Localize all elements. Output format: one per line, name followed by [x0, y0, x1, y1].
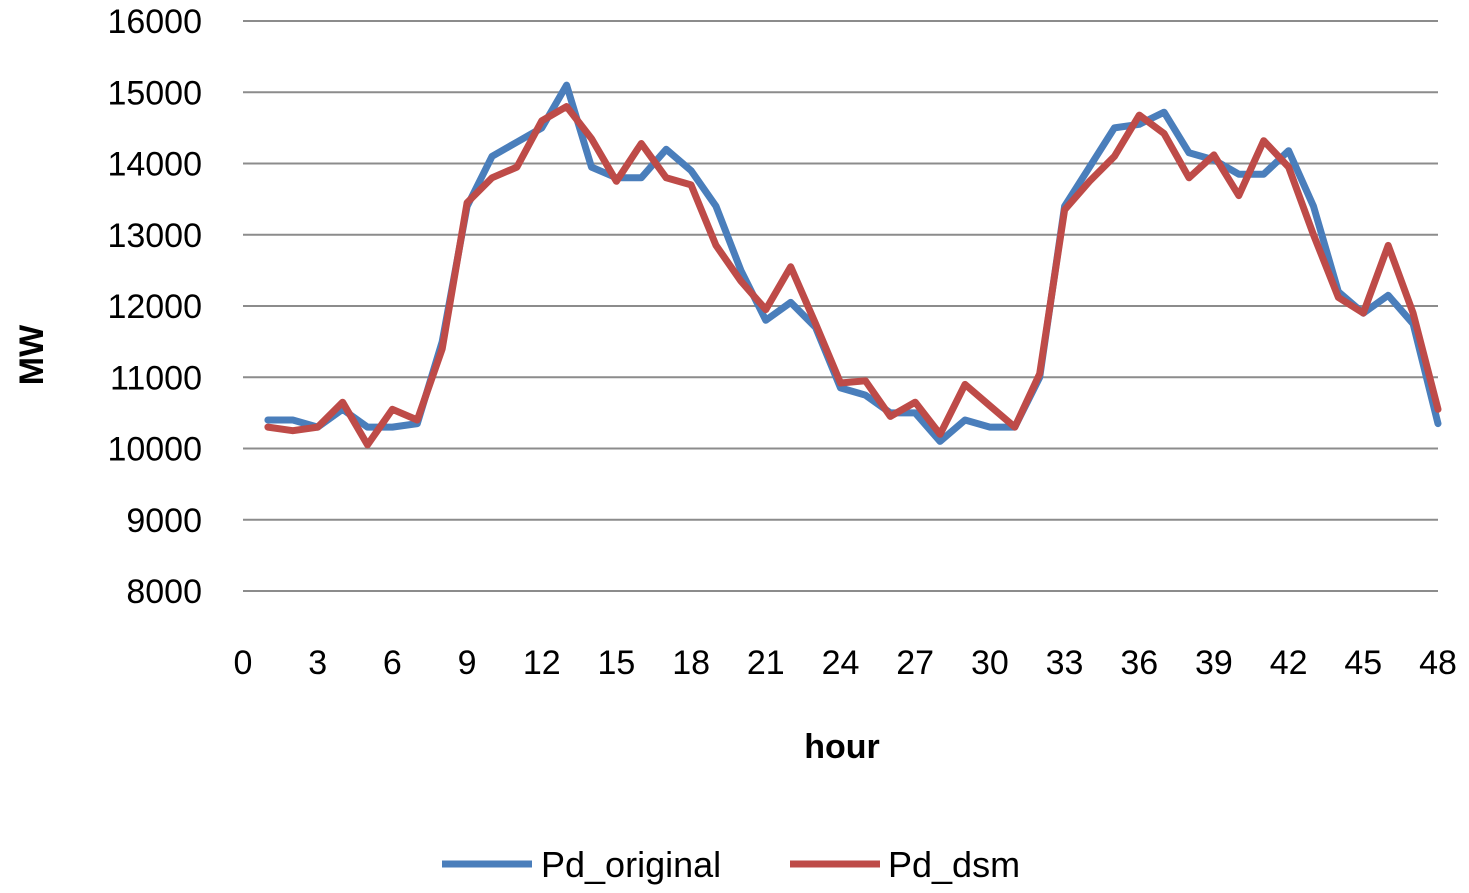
x-tick-label: 12 [523, 644, 561, 682]
x-tick-label: 24 [822, 644, 860, 682]
x-tick-label: 48 [1419, 644, 1457, 682]
x-axis-tick-labels: 0 3 6 9 12 15 18 21 24 27 30 33 36 39 42 45 48 [234, 644, 1457, 682]
x-tick-label: 0 [234, 644, 253, 682]
x-tick-label: 9 [458, 644, 477, 682]
series-line-pd-dsm [264, 103, 1442, 449]
series-lines [264, 81, 1442, 449]
y-tick-label: 13000 [107, 217, 202, 255]
legend: Pd_original Pd_dsm [442, 844, 1020, 885]
x-tick-label: 3 [308, 644, 327, 682]
x-tick-label: 45 [1344, 644, 1382, 682]
legend-label: Pd_dsm [888, 844, 1020, 885]
y-axis-title: MW [13, 324, 51, 385]
x-tick-label: 33 [1046, 644, 1084, 682]
y-tick-label: 8000 [126, 573, 202, 611]
y-tick-label: 10000 [107, 431, 202, 469]
x-tick-label: 15 [598, 644, 636, 682]
y-tick-label: 15000 [107, 74, 202, 112]
x-axis-title: hour [804, 728, 880, 766]
y-tick-label: 9000 [126, 502, 202, 540]
x-tick-label: 39 [1195, 644, 1233, 682]
y-axis-tick-labels: 8000 9000 10000 11000 12000 13000 14000 15000 16… [107, 3, 202, 611]
legend-label: Pd_original [541, 844, 721, 885]
x-tick-label: 21 [747, 644, 785, 682]
y-tick-label: 11000 [110, 359, 202, 397]
x-tick-label: 18 [672, 644, 710, 682]
x-tick-label: 42 [1270, 644, 1308, 682]
x-tick-label: 27 [896, 644, 934, 682]
y-tick-label: 16000 [107, 3, 202, 41]
gridlines [243, 20, 1438, 592]
x-tick-label: 30 [971, 644, 1009, 682]
x-tick-label: 6 [383, 644, 402, 682]
y-tick-label: 12000 [107, 288, 202, 326]
y-tick-label: 14000 [107, 146, 202, 184]
x-tick-label: 36 [1120, 644, 1158, 682]
